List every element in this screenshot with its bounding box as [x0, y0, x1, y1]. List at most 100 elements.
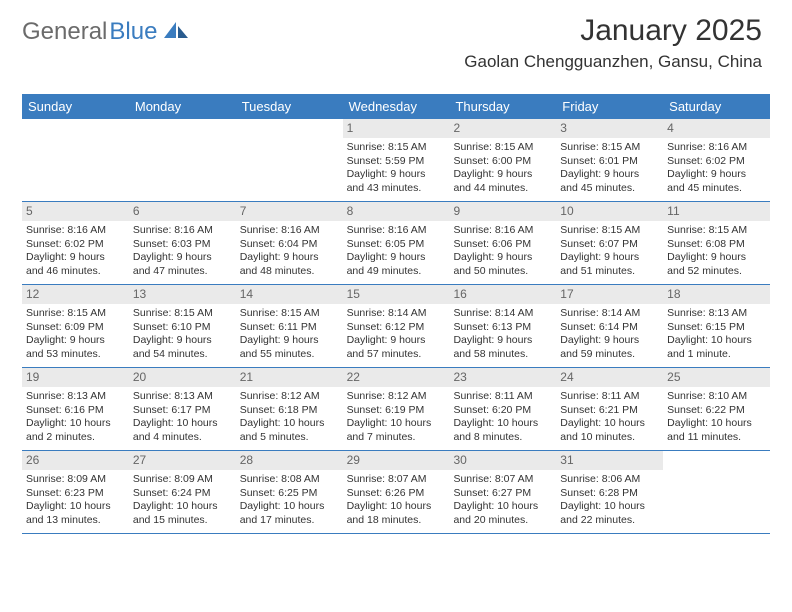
daylight-line-1: Daylight: 10 hours [667, 334, 766, 347]
daylight-line-1: Daylight: 9 hours [667, 251, 766, 264]
sunrise-line: Sunrise: 8:15 AM [26, 307, 125, 320]
day-header-cell: Sunday [22, 94, 129, 119]
day-cell: 24Sunrise: 8:11 AMSunset: 6:21 PMDayligh… [556, 368, 663, 450]
day-number: 9 [449, 202, 556, 221]
day-number: 7 [236, 202, 343, 221]
sunset-line: Sunset: 6:10 PM [133, 321, 232, 334]
sunrise-line: Sunrise: 8:11 AM [453, 390, 552, 403]
daylight-line-2: and 18 minutes. [347, 514, 446, 527]
sunset-line: Sunset: 6:25 PM [240, 487, 339, 500]
sunrise-line: Sunrise: 8:13 AM [26, 390, 125, 403]
empty-cell [22, 119, 129, 201]
sunrise-line: Sunrise: 8:15 AM [560, 141, 659, 154]
day-number: 10 [556, 202, 663, 221]
day-cell: 29Sunrise: 8:07 AMSunset: 6:26 PMDayligh… [343, 451, 450, 533]
day-header-cell: Friday [556, 94, 663, 119]
daylight-line-1: Daylight: 9 hours [26, 251, 125, 264]
sunrise-line: Sunrise: 8:07 AM [347, 473, 446, 486]
sunset-line: Sunset: 6:28 PM [560, 487, 659, 500]
day-number: 11 [663, 202, 770, 221]
day-header-cell: Saturday [663, 94, 770, 119]
daylight-line-1: Daylight: 9 hours [560, 168, 659, 181]
day-cell: 15Sunrise: 8:14 AMSunset: 6:12 PMDayligh… [343, 285, 450, 367]
daylight-line-1: Daylight: 9 hours [240, 334, 339, 347]
sunrise-line: Sunrise: 8:10 AM [667, 390, 766, 403]
daylight-line-1: Daylight: 10 hours [560, 500, 659, 513]
daylight-line-1: Daylight: 9 hours [560, 334, 659, 347]
day-cell: 21Sunrise: 8:12 AMSunset: 6:18 PMDayligh… [236, 368, 343, 450]
daylight-line-2: and 5 minutes. [240, 431, 339, 444]
daylight-line-2: and 10 minutes. [560, 431, 659, 444]
daylight-line-2: and 1 minute. [667, 348, 766, 361]
daylight-line-2: and 51 minutes. [560, 265, 659, 278]
daylight-line-1: Daylight: 10 hours [347, 417, 446, 430]
sunset-line: Sunset: 6:24 PM [133, 487, 232, 500]
daylight-line-2: and 54 minutes. [133, 348, 232, 361]
daylight-line-2: and 8 minutes. [453, 431, 552, 444]
sunrise-line: Sunrise: 8:16 AM [133, 224, 232, 237]
sunset-line: Sunset: 6:20 PM [453, 404, 552, 417]
day-cell: 16Sunrise: 8:14 AMSunset: 6:13 PMDayligh… [449, 285, 556, 367]
day-header-cell: Monday [129, 94, 236, 119]
day-cell: 19Sunrise: 8:13 AMSunset: 6:16 PMDayligh… [22, 368, 129, 450]
day-cell: 22Sunrise: 8:12 AMSunset: 6:19 PMDayligh… [343, 368, 450, 450]
sunset-line: Sunset: 6:19 PM [347, 404, 446, 417]
empty-cell [129, 119, 236, 201]
daylight-line-1: Daylight: 10 hours [667, 417, 766, 430]
sunrise-line: Sunrise: 8:09 AM [133, 473, 232, 486]
day-cell: 6Sunrise: 8:16 AMSunset: 6:03 PMDaylight… [129, 202, 236, 284]
header-right: January 2025 Gaolan Chengguanzhen, Gansu… [464, 14, 762, 72]
daylight-line-1: Daylight: 10 hours [26, 500, 125, 513]
sunset-line: Sunset: 6:12 PM [347, 321, 446, 334]
sunrise-line: Sunrise: 8:08 AM [240, 473, 339, 486]
daylight-line-1: Daylight: 10 hours [453, 500, 552, 513]
day-cell: 1Sunrise: 8:15 AMSunset: 5:59 PMDaylight… [343, 119, 450, 201]
day-number: 14 [236, 285, 343, 304]
day-number: 29 [343, 451, 450, 470]
day-cell: 11Sunrise: 8:15 AMSunset: 6:08 PMDayligh… [663, 202, 770, 284]
day-cell: 5Sunrise: 8:16 AMSunset: 6:02 PMDaylight… [22, 202, 129, 284]
brand-text-general: General [22, 18, 107, 46]
sunrise-line: Sunrise: 8:14 AM [347, 307, 446, 320]
sunrise-line: Sunrise: 8:16 AM [667, 141, 766, 154]
brand-sail-icon [162, 20, 190, 45]
day-cell: 7Sunrise: 8:16 AMSunset: 6:04 PMDaylight… [236, 202, 343, 284]
day-cell: 28Sunrise: 8:08 AMSunset: 6:25 PMDayligh… [236, 451, 343, 533]
day-cell: 17Sunrise: 8:14 AMSunset: 6:14 PMDayligh… [556, 285, 663, 367]
day-number: 26 [22, 451, 129, 470]
sunrise-line: Sunrise: 8:09 AM [26, 473, 125, 486]
day-number: 17 [556, 285, 663, 304]
day-cell: 20Sunrise: 8:13 AMSunset: 6:17 PMDayligh… [129, 368, 236, 450]
day-header-row: SundayMondayTuesdayWednesdayThursdayFrid… [22, 94, 770, 119]
daylight-line-2: and 44 minutes. [453, 182, 552, 195]
day-number: 13 [129, 285, 236, 304]
week-row: 5Sunrise: 8:16 AMSunset: 6:02 PMDaylight… [22, 202, 770, 285]
day-cell: 26 Sunrise: 8:09 AMSunset: 6:23 PMDayligh… [22, 451, 129, 533]
daylight-line-1: Daylight: 9 hours [240, 251, 339, 264]
daylight-line-2: and 13 minutes. [26, 514, 125, 527]
sunrise-line: Sunrise: 8:07 AM [453, 473, 552, 486]
sunset-line: Sunset: 6:04 PM [240, 238, 339, 251]
week-row: 19Sunrise: 8:13 AMSunset: 6:16 PMDayligh… [22, 368, 770, 451]
day-number: 31 [556, 451, 663, 470]
day-number: 2 [449, 119, 556, 138]
day-cell: 9Sunrise: 8:16 AMSunset: 6:06 PMDaylight… [449, 202, 556, 284]
sunset-line: Sunset: 6:15 PM [667, 321, 766, 334]
day-cell: 4Sunrise: 8:16 AMSunset: 6:02 PMDaylight… [663, 119, 770, 201]
daylight-line-2: and 43 minutes. [347, 182, 446, 195]
day-header-cell: Tuesday [236, 94, 343, 119]
daylight-line-1: Daylight: 9 hours [453, 334, 552, 347]
location-text: Gaolan Chengguanzhen, Gansu, China [464, 52, 762, 72]
week-row: 26Sunrise: 8:09 AMSunset: 6:23 PMDayligh… [22, 451, 770, 534]
daylight-line-2: and 4 minutes. [133, 431, 232, 444]
daylight-line-2: and 17 minutes. [240, 514, 339, 527]
sunset-line: Sunset: 6:07 PM [560, 238, 659, 251]
day-number: 5 [22, 202, 129, 221]
daylight-line-1: Daylight: 10 hours [560, 417, 659, 430]
day-header-cell: Thursday [449, 94, 556, 119]
daylight-line-2: and 2 minutes. [26, 431, 125, 444]
daylight-line-2: and 55 minutes. [240, 348, 339, 361]
sunset-line: Sunset: 6:23 PM [26, 487, 125, 500]
day-cell: 3Sunrise: 8:15 AMSunset: 6:01 PMDaylight… [556, 119, 663, 201]
daylight-line-1: Daylight: 10 hours [347, 500, 446, 513]
